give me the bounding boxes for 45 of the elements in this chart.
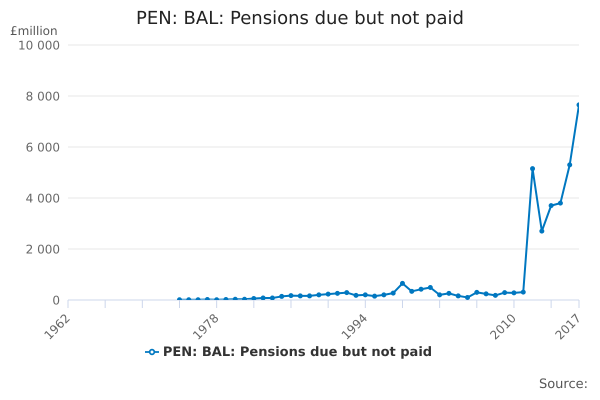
- y-tick-label: 4 000: [26, 191, 60, 206]
- chart-title: PEN: BAL: Pensions due but not paid: [136, 8, 464, 29]
- point: [279, 294, 284, 299]
- point: [437, 292, 442, 298]
- y-tick-label: 6 000: [26, 140, 60, 154]
- point: [418, 286, 424, 292]
- point: [465, 294, 470, 300]
- point: [484, 291, 489, 296]
- point: [334, 290, 340, 296]
- point: [567, 162, 572, 168]
- point: [381, 292, 386, 298]
- y-tick-label: 0: [52, 293, 60, 308]
- point: [502, 290, 508, 296]
- point: [251, 296, 256, 300]
- point: [400, 280, 405, 286]
- y-tick-label: 10 000: [18, 38, 60, 52]
- point: [307, 293, 312, 298]
- y-axis-title: £million: [10, 24, 58, 38]
- point: [298, 293, 303, 298]
- point: [390, 290, 396, 296]
- y-tick-label: 2 000: [26, 242, 60, 256]
- point: [456, 293, 461, 298]
- point: [530, 166, 536, 172]
- point: [474, 290, 480, 295]
- point: [260, 295, 266, 300]
- source-note: Source:: [538, 377, 588, 392]
- point: [270, 295, 275, 300]
- point: [326, 292, 331, 297]
- y-tick-label: 8 000: [26, 89, 60, 104]
- point: [539, 228, 544, 234]
- point: [372, 294, 378, 299]
- point: [492, 292, 498, 298]
- point: [409, 288, 414, 294]
- point: [288, 293, 294, 298]
- point: [511, 290, 516, 296]
- point: [548, 203, 554, 208]
- point: [558, 200, 563, 206]
- point: [362, 292, 368, 298]
- point: [520, 290, 526, 295]
- point: [354, 292, 359, 298]
- point: [428, 285, 433, 290]
- point: [446, 290, 452, 296]
- point: [316, 292, 322, 298]
- point: [344, 290, 350, 296]
- legend-label: PEN: BAL: Pensions due but not paid: [162, 345, 432, 360]
